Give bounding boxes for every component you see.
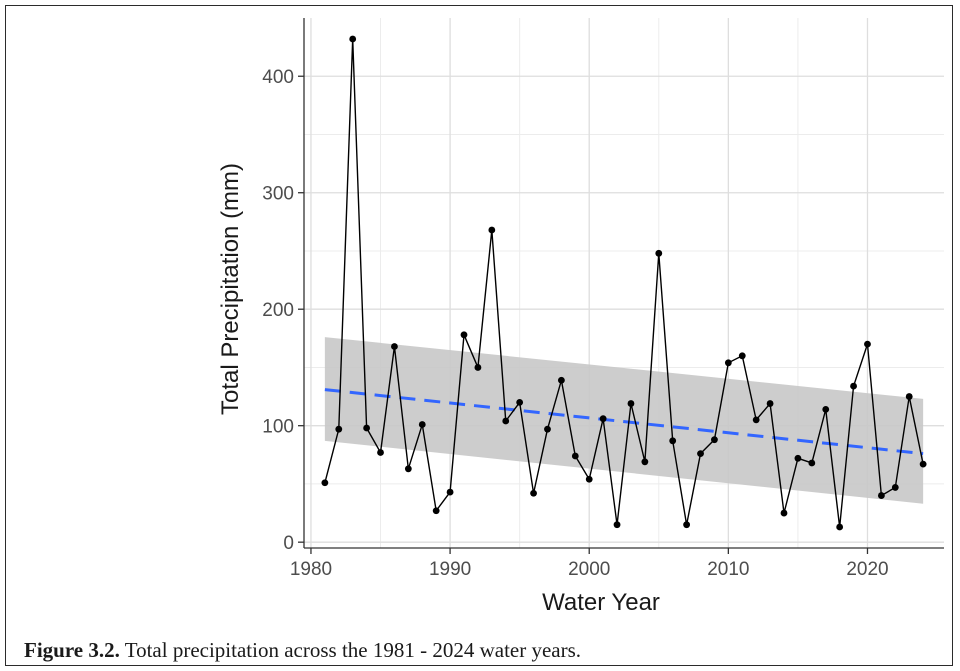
data-point [404, 465, 412, 473]
figure-caption-label: Figure 3.2. [24, 638, 120, 662]
data-point [766, 400, 774, 407]
data-point [864, 340, 871, 348]
data-point [613, 521, 621, 529]
data-point [418, 421, 426, 428]
data-point [627, 400, 635, 407]
data-point [446, 488, 454, 496]
data-point [585, 475, 593, 483]
x-tick-label: 2020 [846, 559, 888, 580]
data-point [557, 376, 565, 384]
data-point [697, 450, 704, 458]
data-point [822, 405, 830, 413]
data-point [655, 249, 663, 257]
data-point [488, 226, 496, 234]
axes [303, 18, 944, 549]
data-point [530, 489, 537, 497]
y-tick-label: 200 [262, 300, 294, 321]
data-point [321, 479, 329, 487]
data-point [836, 523, 844, 531]
data-point [363, 424, 371, 432]
y-tick-label: 0 [283, 533, 294, 554]
figure-caption-text: Total precipitation across the 1981 - 20… [119, 638, 582, 662]
data-point [683, 521, 691, 529]
data-point [711, 436, 718, 444]
trend-line [324, 388, 924, 456]
x-axis-title: Water Year [542, 589, 660, 616]
data-point [516, 398, 524, 406]
data-point [599, 415, 607, 423]
data-point [349, 35, 357, 43]
data-point [877, 492, 885, 499]
y-tick-label: 100 [262, 417, 294, 438]
trend-line-layer [324, 388, 924, 456]
precipitation-series-line [324, 38, 924, 528]
y-ticks: 0 100 200 300 400 [262, 67, 304, 554]
x-ticks: 1980 1990 2000 2010 2020 [290, 548, 889, 580]
data-point [780, 509, 788, 517]
data-point [669, 437, 677, 445]
data-point [474, 364, 482, 371]
data-point [391, 343, 398, 350]
y-tick-label: 300 [262, 184, 294, 205]
data-point [544, 425, 551, 433]
data-point [641, 458, 649, 466]
data-point [794, 454, 802, 462]
data-point [752, 416, 760, 424]
x-tick-label: 1980 [290, 559, 332, 580]
data-point [377, 449, 384, 456]
x-tick-label: 2000 [568, 559, 610, 580]
data-point [905, 393, 913, 400]
data-point [891, 484, 899, 491]
y-axis-title: Total Precipitation (mm) [217, 163, 244, 415]
data-point [460, 331, 468, 339]
data-point [919, 460, 927, 468]
figure-frame: 1980 1990 2000 2010 2020 0 100 200 300 400 Water… [5, 5, 953, 666]
data-point [502, 417, 510, 425]
figure-caption: Figure 3.2. Total precipitation across t… [24, 638, 581, 663]
data-point [571, 452, 579, 460]
precipitation-chart: 1980 1990 2000 2010 2020 0 100 200 300 400 Water… [217, 18, 944, 616]
data-point [850, 382, 857, 390]
data-point [724, 359, 732, 367]
data-point [335, 425, 343, 433]
data-point [738, 352, 746, 360]
data-point [432, 507, 440, 515]
x-tick-label: 1990 [429, 559, 471, 580]
data-point [808, 459, 816, 467]
data-series-layer [321, 35, 927, 531]
x-tick-label: 2010 [707, 559, 749, 580]
y-tick-label: 400 [262, 67, 294, 88]
